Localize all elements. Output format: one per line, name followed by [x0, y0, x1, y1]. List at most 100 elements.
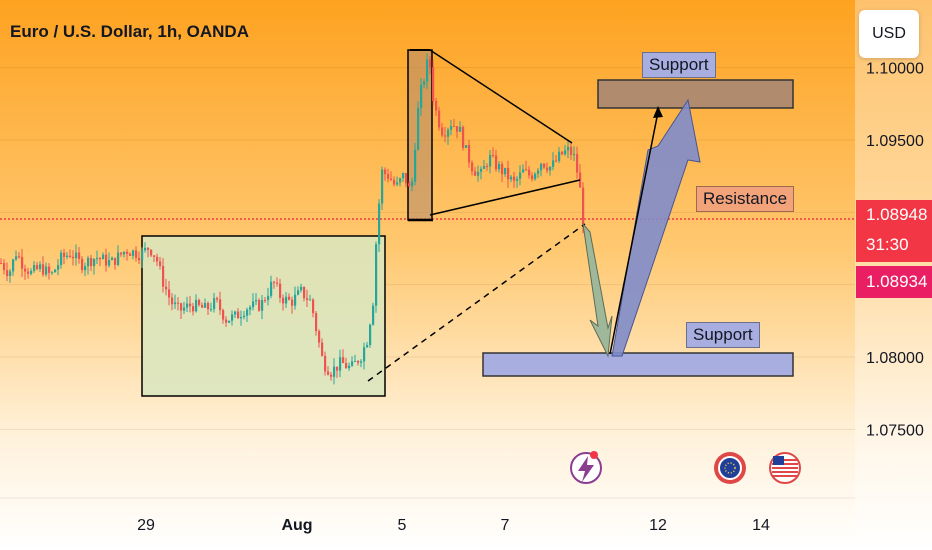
candle-body	[459, 126, 462, 132]
candle-body	[288, 296, 291, 300]
candle-body	[513, 176, 516, 181]
candle-body	[84, 266, 87, 271]
candle-body	[429, 59, 432, 68]
candle-body	[492, 155, 495, 157]
candle-body	[273, 281, 276, 283]
candle-body	[345, 363, 348, 369]
candle-body	[534, 173, 537, 180]
candle-body	[174, 302, 177, 305]
candle-body	[525, 169, 528, 171]
candle-body	[87, 257, 90, 267]
candle-body	[462, 126, 465, 148]
candle-body	[171, 297, 174, 305]
candle-body	[57, 264, 60, 270]
candle-body	[243, 315, 246, 318]
time-tick-label: 7	[501, 517, 510, 534]
candle-body	[264, 300, 267, 302]
consolidation-box	[141, 235, 386, 397]
candle-body	[423, 81, 426, 85]
candle-body	[114, 257, 117, 265]
candle-body	[561, 151, 564, 155]
candle-body	[30, 270, 33, 274]
candle-body	[411, 181, 414, 187]
candle-body	[90, 257, 93, 267]
candle-body	[279, 283, 282, 298]
candle-body	[309, 299, 312, 301]
candle-body	[150, 249, 153, 256]
candle-body	[54, 269, 57, 273]
price-tick-label: 1.08000	[866, 350, 924, 367]
candle-body	[81, 258, 84, 271]
candle-body	[543, 163, 546, 168]
us-flag-canton	[773, 456, 784, 465]
resistance-label[interactable]: Resistance	[696, 186, 795, 212]
candle-body	[510, 176, 513, 180]
event-icons	[570, 451, 801, 484]
eu-flag-stars	[724, 462, 736, 474]
candle-body	[495, 155, 498, 170]
support-bottom-label[interactable]: Support	[686, 322, 760, 348]
candle-body	[453, 126, 456, 128]
candle-body	[552, 160, 555, 167]
candle-body	[18, 256, 21, 258]
candle-body	[570, 146, 573, 155]
candle-body	[300, 286, 303, 291]
candle-body	[576, 154, 579, 173]
candle-body	[303, 286, 306, 299]
candle-body	[117, 252, 120, 265]
price-tick-label: 1.07500	[866, 422, 924, 439]
candle-body	[75, 252, 78, 259]
candle-body	[66, 255, 69, 257]
candle-body	[399, 178, 402, 183]
candle-body	[456, 126, 459, 132]
candle-body	[465, 145, 468, 148]
candle-body	[480, 168, 483, 172]
candle-body	[354, 361, 357, 363]
candle-body	[501, 164, 504, 175]
candle-body	[231, 314, 234, 321]
candle-body	[276, 282, 279, 284]
candle-body	[144, 247, 147, 251]
candle-body	[156, 256, 159, 262]
candle-body	[78, 252, 81, 259]
candle-body	[189, 303, 192, 307]
candle-body	[159, 261, 162, 266]
candle-body	[123, 251, 126, 255]
candle-body	[504, 167, 507, 175]
time-tick-label: 29	[137, 517, 155, 534]
candle-body	[375, 244, 378, 306]
candle-body	[63, 252, 66, 257]
candle-body	[195, 299, 198, 312]
candle-body	[384, 169, 387, 175]
support-top-box	[597, 79, 794, 109]
candle-body	[519, 172, 522, 179]
candle-body	[330, 374, 333, 377]
bid-price-tag: 1.08934	[856, 266, 932, 298]
candle-body	[108, 260, 111, 266]
target-arrowhead	[653, 106, 663, 118]
candle-body	[135, 250, 138, 258]
candle-body	[573, 154, 576, 156]
candle-body	[435, 100, 438, 111]
candle-body	[105, 254, 108, 266]
candle-body	[165, 286, 168, 290]
candle-body	[396, 182, 399, 185]
candle-body	[21, 257, 24, 269]
candle-body	[177, 302, 180, 304]
candle-body	[498, 164, 501, 170]
candle-body	[267, 295, 270, 301]
candle-body	[213, 298, 216, 310]
support-top-label[interactable]: Support	[642, 52, 716, 78]
candle-body	[321, 342, 324, 356]
candle-body	[387, 174, 390, 179]
candle-body	[378, 203, 381, 245]
currency-button[interactable]: USD	[859, 10, 919, 58]
candle-body	[297, 290, 300, 295]
candle-body	[234, 311, 237, 315]
candle-body	[219, 299, 222, 311]
candle-body	[555, 160, 558, 162]
candle-body	[120, 252, 123, 255]
candle-body	[162, 265, 165, 287]
candle-body	[315, 313, 318, 332]
